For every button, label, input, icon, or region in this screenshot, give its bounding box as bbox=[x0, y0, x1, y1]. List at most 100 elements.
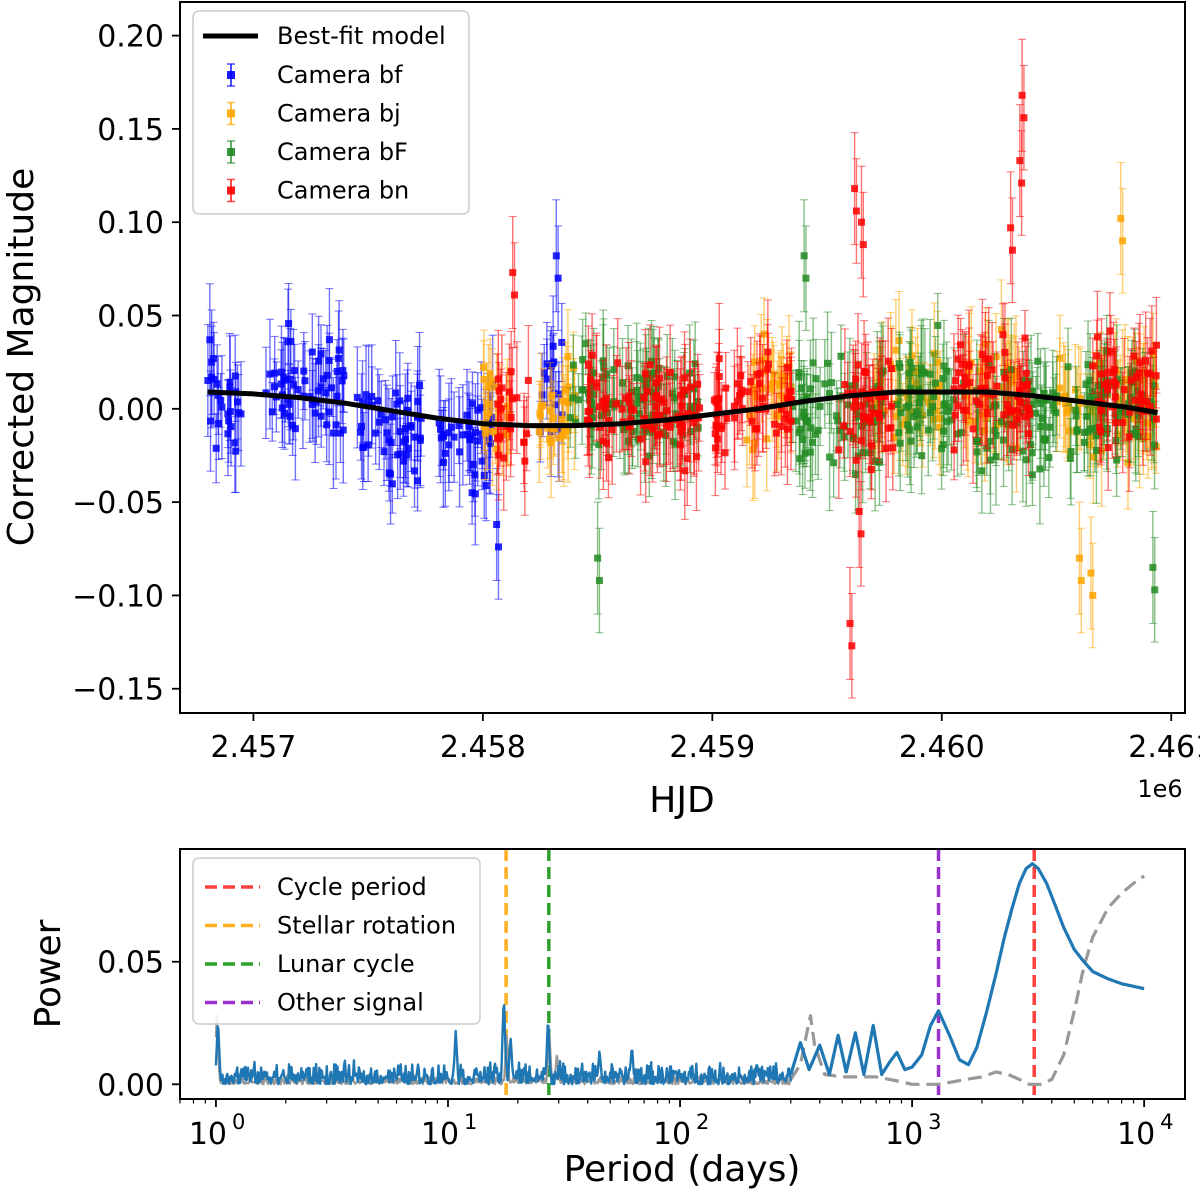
legend-other-signal-label: Other signal bbox=[277, 989, 424, 1017]
camera-bn-point bbox=[865, 365, 874, 470]
camera-bf-point bbox=[939, 394, 948, 469]
camera-bf-point bbox=[1072, 386, 1081, 446]
camera-bn-point bbox=[1008, 197, 1017, 303]
camera-bf-point bbox=[454, 387, 463, 465]
camera-bj-point bbox=[1077, 527, 1086, 634]
camera-bf-point bbox=[339, 338, 348, 414]
camera-bn-point bbox=[510, 242, 519, 348]
camera-bf-point bbox=[820, 338, 829, 429]
legend-camera-bj: Camera bj bbox=[227, 100, 401, 128]
camera-bn-point bbox=[965, 350, 974, 415]
periodogram-legend-items: Cycle period Stellar rotation Lunar cycle O… bbox=[205, 873, 456, 1017]
camera-bn-point bbox=[507, 330, 516, 413]
lightcurve-panel: 2.457 2.458 2.459 2.460 2.461 −0.15 −0.10 −0.0… bbox=[1, 1, 1200, 821]
camera-bn-point bbox=[1022, 372, 1031, 444]
camera-bn-point bbox=[592, 334, 601, 431]
periodogram-x-tick-label: 10 bbox=[189, 1117, 227, 1152]
legend-camera-bj-swatch bbox=[227, 109, 235, 118]
camera-bn-point bbox=[493, 400, 502, 476]
camera-bf-point bbox=[334, 310, 343, 407]
camera-bj-point bbox=[535, 380, 544, 483]
camera-bf-point bbox=[811, 393, 820, 476]
camera-bf-point bbox=[929, 353, 938, 440]
periodogram-forest bbox=[214, 1004, 792, 1086]
periodogram-x-tick-exponent: 2 bbox=[696, 1110, 709, 1134]
legend-stellar-rotation-label: Stellar rotation bbox=[277, 912, 456, 940]
camera-bn-point bbox=[1152, 388, 1161, 450]
camera-bf-point bbox=[436, 375, 445, 484]
camera-bn-point bbox=[782, 382, 791, 446]
camera-bf-point bbox=[435, 368, 444, 477]
camera-bf-point bbox=[933, 292, 942, 359]
camera-bf-point bbox=[321, 349, 330, 436]
camera-bj-point bbox=[545, 402, 554, 475]
camera-bf-point bbox=[464, 381, 473, 472]
camera-bf-point bbox=[1064, 327, 1073, 406]
camera-bf-point bbox=[901, 353, 910, 462]
camera-bf-point bbox=[227, 386, 236, 467]
camera-bf-point bbox=[803, 394, 812, 449]
camera-bn-point bbox=[777, 377, 786, 476]
camera-bf-point bbox=[375, 374, 384, 471]
periodogram-x-tick-exponent: 3 bbox=[928, 1110, 941, 1134]
camera-bf-point bbox=[357, 373, 366, 480]
camera-bj-point bbox=[1118, 188, 1127, 294]
lightcurve-data bbox=[203, 38, 1161, 699]
camera-bn-point bbox=[524, 325, 533, 436]
camera-bj-point bbox=[480, 399, 489, 454]
periodogram-panel: 10 0 10 1 10 2 10 3 10 4 0.000.05 Period (days) P… bbox=[28, 848, 1186, 1190]
camera-bf-point bbox=[942, 370, 951, 473]
lightcurve-y-tick-label: −0.15 bbox=[72, 673, 164, 708]
camera-bn-point bbox=[1015, 104, 1024, 218]
camera-bn-point bbox=[636, 382, 645, 496]
camera-bn-point bbox=[763, 324, 772, 415]
camera-bf-point bbox=[897, 373, 906, 452]
camera-bn-point bbox=[857, 391, 866, 491]
camera-bn-point bbox=[662, 356, 671, 466]
camera-bf-point bbox=[381, 380, 390, 460]
camera-bf-point bbox=[214, 386, 223, 460]
camera-bf-point bbox=[205, 283, 214, 397]
camera-bf-point bbox=[329, 377, 338, 489]
camera-bn-point bbox=[958, 329, 967, 400]
camera-bn-point bbox=[988, 322, 997, 418]
camera-bj-point bbox=[549, 380, 558, 456]
camera-bf-point bbox=[907, 388, 916, 494]
camera-bf-point bbox=[595, 527, 604, 634]
camera-bn-point bbox=[959, 354, 968, 466]
lightcurve-x-axis-title: HJD bbox=[649, 780, 714, 821]
camera-bj-point bbox=[1088, 542, 1097, 649]
camera-bn-point bbox=[859, 191, 868, 298]
camera-bn-point bbox=[852, 158, 861, 264]
legend-camera-bf: Camera bF bbox=[227, 138, 408, 166]
periodogram-x-tick-exponent: 4 bbox=[1160, 1110, 1173, 1134]
lightcurve-x-tick-label: 2.461 bbox=[1128, 730, 1200, 765]
camera-bn-point bbox=[1003, 353, 1012, 457]
camera-bf-point bbox=[371, 401, 380, 465]
camera-bf-point bbox=[399, 425, 408, 497]
camera-bn-point bbox=[999, 369, 1008, 461]
camera-bn-point bbox=[954, 370, 963, 442]
camera-bn-point bbox=[1147, 305, 1156, 397]
periodogram-axes-frame bbox=[179, 848, 1186, 1100]
camera-bn-point bbox=[850, 132, 859, 246]
camera-bf-point bbox=[825, 363, 834, 424]
camera-bf-point bbox=[325, 332, 334, 389]
lightcurve-x-tick-label: 2.457 bbox=[210, 730, 296, 765]
camera-bn-point bbox=[640, 365, 649, 472]
lightcurve-x-ticks: 2.457 2.458 2.459 2.460 2.461 bbox=[210, 713, 1200, 765]
camera-bf-point bbox=[471, 442, 480, 546]
camera-bn-point bbox=[648, 375, 657, 483]
camera-bn-point bbox=[627, 360, 636, 457]
periodogram-x-tick-label: 10 bbox=[1117, 1117, 1155, 1152]
camera-bf-point bbox=[554, 225, 563, 331]
camera-bf-point bbox=[1080, 392, 1089, 473]
camera-bn-point bbox=[722, 386, 731, 451]
camera-bj-point bbox=[1075, 501, 1084, 615]
periodogram-x-tick-label: 10 bbox=[421, 1117, 459, 1152]
camera-bf-point bbox=[566, 387, 575, 448]
camera-bn-point bbox=[878, 340, 887, 453]
camera-bf-point bbox=[391, 339, 400, 447]
camera-bf-point bbox=[917, 417, 926, 495]
camera-bf-point bbox=[906, 327, 915, 398]
